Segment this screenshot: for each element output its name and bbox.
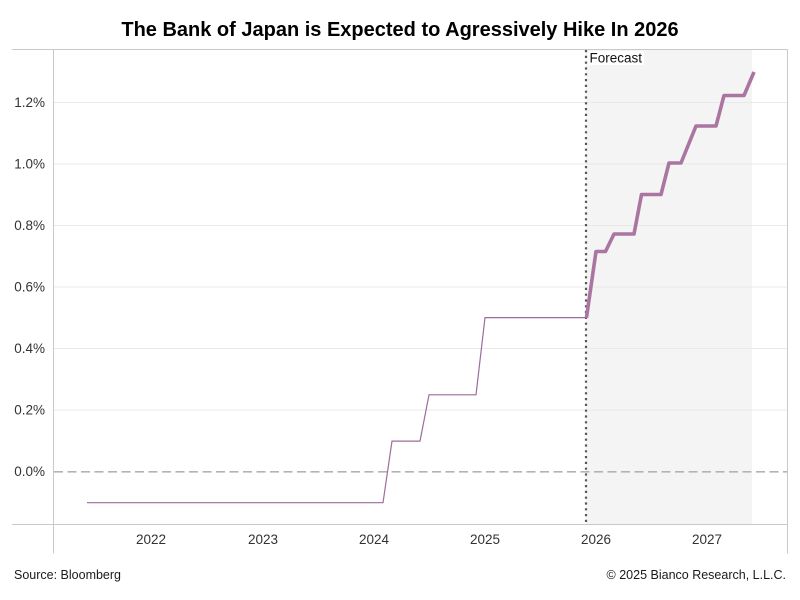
svg-text:0.8%: 0.8%	[14, 218, 45, 233]
svg-text:1.0%: 1.0%	[14, 157, 45, 172]
svg-text:2027: 2027	[692, 532, 722, 547]
svg-text:2022: 2022	[136, 532, 166, 547]
svg-text:0.2%: 0.2%	[14, 403, 45, 418]
svg-text:0.0%: 0.0%	[14, 464, 45, 479]
svg-text:The Bank of Japan is Expected: The Bank of Japan is Expected to Agressi…	[121, 19, 678, 41]
svg-text:0.6%: 0.6%	[14, 280, 45, 295]
svg-text:Forecast: Forecast	[590, 51, 643, 66]
svg-text:2023: 2023	[248, 532, 278, 547]
svg-text:2026: 2026	[581, 532, 611, 547]
svg-text:© 2025 Bianco Research, L.L.C.: © 2025 Bianco Research, L.L.C.	[607, 568, 786, 582]
svg-text:2025: 2025	[470, 532, 500, 547]
svg-text:Source: Bloomberg: Source: Bloomberg	[14, 568, 121, 582]
svg-text:0.4%: 0.4%	[14, 341, 45, 356]
svg-text:1.2%: 1.2%	[14, 95, 45, 110]
svg-text:2024: 2024	[359, 532, 390, 547]
